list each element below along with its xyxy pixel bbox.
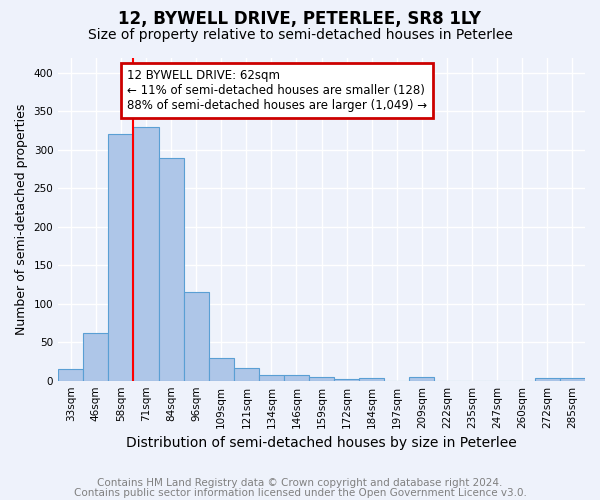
Bar	[409, 377, 434, 380]
Y-axis label: Number of semi-detached properties: Number of semi-detached properties	[15, 104, 28, 335]
X-axis label: Distribution of semi-detached houses by size in Peterlee: Distribution of semi-detached houses by …	[126, 436, 517, 450]
Bar	[560, 378, 585, 380]
Bar	[259, 374, 284, 380]
Bar	[158, 158, 184, 380]
Bar	[284, 376, 309, 380]
Bar	[58, 369, 83, 380]
Bar	[309, 377, 334, 380]
Bar	[209, 358, 234, 380]
Text: 12 BYWELL DRIVE: 62sqm
← 11% of semi-detached houses are smaller (128)
88% of se: 12 BYWELL DRIVE: 62sqm ← 11% of semi-det…	[127, 69, 427, 112]
Bar	[334, 379, 359, 380]
Text: Size of property relative to semi-detached houses in Peterlee: Size of property relative to semi-detach…	[88, 28, 512, 42]
Bar	[359, 378, 385, 380]
Bar	[184, 292, 209, 380]
Bar	[234, 368, 259, 380]
Bar	[83, 333, 109, 380]
Text: 12, BYWELL DRIVE, PETERLEE, SR8 1LY: 12, BYWELL DRIVE, PETERLEE, SR8 1LY	[119, 10, 482, 28]
Bar	[535, 378, 560, 380]
Bar	[133, 127, 158, 380]
Bar	[109, 134, 133, 380]
Text: Contains public sector information licensed under the Open Government Licence v3: Contains public sector information licen…	[74, 488, 526, 498]
Text: Contains HM Land Registry data © Crown copyright and database right 2024.: Contains HM Land Registry data © Crown c…	[97, 478, 503, 488]
